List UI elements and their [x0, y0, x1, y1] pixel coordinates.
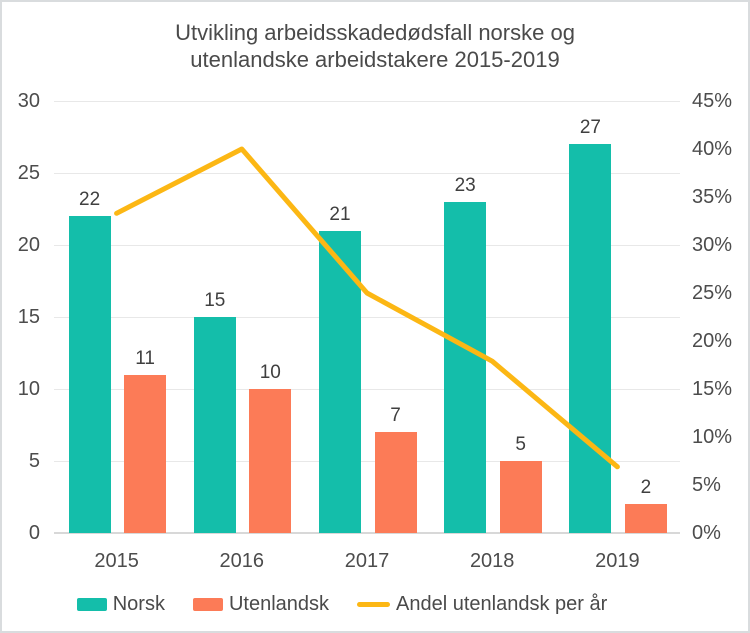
bar-value-label: 7	[390, 405, 401, 427]
gridline	[54, 389, 680, 390]
y-axis-right-tick-label: 15%	[692, 378, 733, 400]
legend-line-swatch-andel	[357, 601, 391, 607]
legend-swatch-utenlandsk	[192, 597, 223, 611]
bar-value-label: 21	[329, 203, 351, 225]
legend-swatch-norsk	[76, 597, 107, 611]
x-axis-tick-label: 2015	[94, 550, 139, 572]
bar-value-label: 2	[640, 477, 652, 499]
gridline	[54, 101, 680, 102]
y-axis-right-tick-label: 10%	[692, 426, 733, 448]
gridline	[54, 317, 680, 318]
y-axis-right-tick-label: 25%	[692, 282, 733, 304]
legend-item-andel: Andel utenlandsk per år	[357, 593, 607, 615]
y-axis-right-tick-label: 40%	[692, 138, 733, 160]
y-axis-right-tick-label: 5%	[692, 474, 721, 496]
plot-area: 22 15 21 23 27 11 10 7 5 2	[54, 101, 680, 534]
legend-item-norsk: Norsk	[76, 593, 165, 615]
y-axis-right-tick-label: 45%	[692, 90, 733, 112]
chart-title-line2: utenlandske arbeidstakere 2015-2019	[190, 47, 560, 72]
trend-line	[114, 146, 620, 470]
trend-line-svg	[114, 146, 620, 470]
bar-value-label: 5	[515, 434, 526, 455]
bar-value-label: 15	[204, 290, 226, 311]
gridline	[54, 245, 680, 246]
bar-value-label: 22	[79, 189, 101, 211]
legend-label-utenlandsk: Utenlandsk	[228, 593, 330, 615]
bar-utenlandsk	[624, 504, 667, 533]
y-axis-left-tick-label: 0	[28, 522, 40, 544]
y-axis-left-tick-label: 25	[17, 162, 40, 184]
y-axis-left-tick-label: 15	[17, 306, 40, 328]
y-axis-right-tick-label: 0%	[692, 522, 721, 544]
legend-label-norsk: Norsk	[112, 593, 165, 615]
bar-value-label: 27	[579, 117, 601, 139]
y-axis-left-tick-label: 30	[17, 90, 40, 112]
x-axis-tick-label: 2016	[219, 550, 265, 572]
bar-norsk	[193, 317, 236, 533]
bar-utenlandsk	[124, 374, 167, 533]
legend: Norsk Utenlandsk Andel utenlandsk per år	[2, 593, 682, 615]
gridline	[54, 173, 680, 174]
bar-utenlandsk	[374, 432, 417, 533]
y-axis-left-tick-label: 10	[17, 378, 40, 400]
x-axis-tick-label: 2017	[344, 550, 390, 572]
bar-utenlandsk	[499, 461, 542, 533]
y-axis-right-tick-label: 35%	[692, 186, 733, 208]
y-axis-left-tick-label: 5	[28, 450, 40, 472]
x-axis-tick-label: 2019	[595, 550, 640, 572]
chart-title-line1: Utvikling arbeidsskadedødsfall norske og	[175, 20, 575, 45]
bar-norsk	[68, 216, 111, 533]
chart-title: Utvikling arbeidsskadedødsfall norske og…	[2, 19, 748, 73]
bar-norsk	[569, 144, 612, 533]
bar-value-label: 23	[454, 174, 476, 196]
gridline	[54, 461, 680, 462]
legend-label-andel: Andel utenlandsk per år	[396, 593, 608, 615]
bar-value-label: 10	[259, 362, 281, 383]
bar-value-label: 11	[135, 347, 155, 369]
x-axis-tick-label: 2018	[469, 550, 515, 572]
y-axis-left-tick-label: 20	[17, 234, 40, 256]
bar-utenlandsk	[249, 389, 292, 533]
bar-norsk	[444, 201, 487, 533]
x-axis-baseline	[54, 532, 680, 534]
y-axis-right-tick-label: 20%	[692, 330, 733, 352]
legend-item-utenlandsk: Utenlandsk	[192, 593, 330, 615]
y-axis-right-tick-label: 30%	[692, 234, 733, 256]
